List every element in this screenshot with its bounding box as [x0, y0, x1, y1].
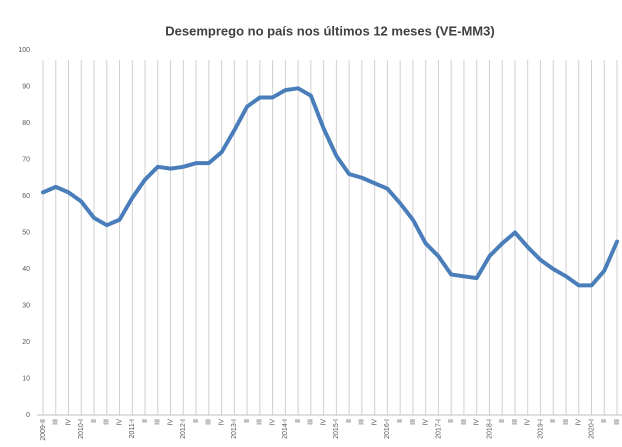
x-tick-label: II: [550, 419, 557, 423]
x-tick-label: IV: [269, 419, 276, 426]
y-tick-label: 50: [22, 229, 30, 236]
x-tick-label: II: [499, 419, 506, 423]
x-tick-label: IV: [167, 419, 174, 426]
y-tick-label: 20: [22, 339, 30, 346]
y-tick-label: 30: [22, 302, 30, 309]
x-tick-label: 2018-I: [486, 419, 493, 439]
x-tick-label: IV: [576, 419, 583, 426]
x-tick-label: IV: [65, 419, 72, 426]
x-tick-label: III: [410, 419, 417, 425]
x-tick-label: 2017-I: [435, 419, 442, 439]
x-tick-label: II: [448, 419, 455, 423]
x-tick-label: IV: [371, 419, 378, 426]
x-tick-label: III: [563, 419, 570, 425]
x-tick-label: II: [193, 419, 200, 423]
x-tick-label: III: [461, 419, 468, 425]
x-tick-label: III: [104, 419, 111, 425]
x-tick-label: 2020-I: [588, 419, 595, 439]
y-tick-label: 40: [22, 266, 30, 273]
x-tick-label: 2019-I: [537, 419, 544, 439]
x-tick-label: III: [206, 419, 213, 425]
x-tick-label: IV: [116, 419, 123, 426]
x-tick-label: IV: [525, 419, 532, 426]
x-tick-label: II: [346, 419, 353, 423]
x-tick-label: III: [614, 419, 621, 425]
x-tick-label: 2014-I: [282, 419, 289, 439]
x-tick-label: II: [295, 419, 302, 423]
y-tick-label: 70: [22, 156, 30, 163]
x-tick-label: II: [91, 419, 98, 423]
x-tick-label: II: [601, 419, 608, 423]
x-tick-label: 2011-I: [129, 419, 136, 438]
x-tick-label: II: [244, 419, 251, 423]
y-tick-label: 90: [22, 83, 30, 90]
y-tick-label: 100: [18, 47, 30, 54]
x-tick-label: IV: [423, 419, 430, 426]
x-tick-label: II: [142, 419, 149, 423]
x-tick-label: IV: [218, 419, 225, 426]
y-tick-label: 10: [22, 375, 30, 382]
x-tick-label: IV: [474, 419, 481, 426]
x-tick-label: III: [359, 419, 366, 425]
x-tick-label: 2015-I: [333, 419, 340, 439]
chart-title: Desemprego no país nos últimos 12 meses …: [165, 23, 494, 38]
x-tick-label: IV: [320, 419, 327, 426]
x-tick-label: III: [308, 419, 315, 425]
x-tick-label: II: [397, 419, 404, 423]
x-tick-label: 2016-I: [384, 419, 391, 439]
y-tick-label: 60: [22, 193, 30, 200]
x-tick-label: 2013-I: [231, 419, 238, 439]
x-tick-label: III: [257, 419, 264, 425]
x-tick-label: 2010-I: [78, 419, 85, 439]
x-tick-label: III: [155, 419, 162, 425]
x-tick-label: 2012-I: [180, 419, 187, 439]
y-tick-label: 80: [22, 120, 30, 127]
x-tick-label: 2009-II: [40, 419, 47, 441]
y-tick-label: 0: [26, 412, 30, 419]
x-tick-label: III: [53, 419, 60, 425]
data-line: [41, 86, 619, 288]
x-tick-label: III: [512, 419, 519, 425]
